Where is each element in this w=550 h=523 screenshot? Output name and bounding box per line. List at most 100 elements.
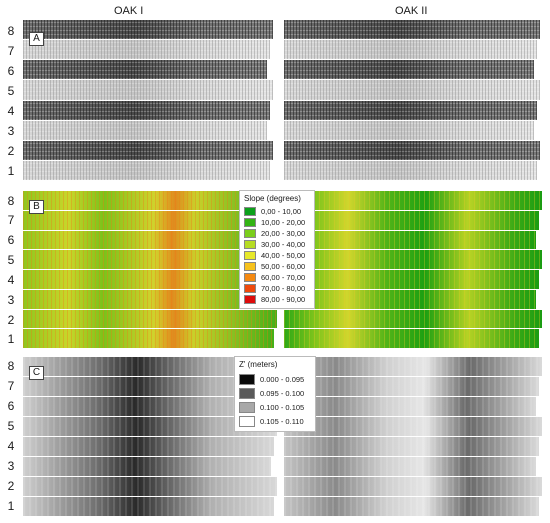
legend-item: 60,00 - 70,00 (244, 272, 310, 283)
row-label: 2 (7, 144, 15, 158)
scan-strip (284, 357, 542, 376)
legend-swatch (239, 373, 255, 385)
row-label: 4 (7, 273, 15, 287)
scan-strip (284, 40, 537, 60)
legend-item: 30,00 - 40,00 (244, 239, 310, 250)
legend-swatch (244, 284, 256, 293)
row-label: 2 (7, 313, 15, 327)
legend-swatch (244, 273, 256, 282)
scan-strip (284, 417, 542, 436)
panel-label: B (29, 200, 44, 214)
scan-strip (284, 377, 539, 396)
row-label: 3 (7, 124, 15, 138)
scan-strip (284, 397, 536, 416)
legend-swatch (244, 240, 256, 249)
panel-label: A (29, 32, 44, 46)
column-title-oak-1: OAK I (114, 5, 144, 17)
legend-label: 40,00 - 50,00 (261, 251, 306, 260)
scan-strip (23, 140, 273, 160)
scan-strip (23, 417, 277, 436)
legend-item: 0,00 - 10,00 (244, 206, 310, 217)
scan-strip (284, 497, 539, 516)
scan-strip (284, 309, 542, 329)
legend-swatch (244, 251, 256, 260)
scan-strip (284, 210, 539, 230)
scan-strip (23, 357, 277, 376)
legend-label: 70,00 - 80,00 (261, 284, 306, 293)
legend-title: Slope (degrees) (244, 194, 301, 203)
legend-label: 30,00 - 40,00 (261, 240, 306, 249)
scan-strip (23, 270, 274, 289)
row-label: 7 (7, 44, 15, 58)
legend-title: Z' (meters) (239, 360, 278, 369)
scan-strip (23, 289, 271, 309)
row-label: 2 (7, 479, 15, 493)
legend-swatch (239, 401, 255, 413)
legend-swatch (244, 229, 256, 238)
scan-strip (284, 80, 540, 100)
row-label: 8 (7, 194, 15, 208)
panel-c: C 8 7 6 5 4 3 2 1 Z' (meters) 0.000 - 0.… (0, 354, 550, 520)
row-label: 5 (7, 84, 15, 98)
scan-strip (23, 100, 270, 120)
scan-strip (23, 60, 267, 80)
slope-legend: Slope (degrees) 0,00 - 10,00 10,00 - 20,0… (239, 190, 315, 309)
row-label: 4 (7, 104, 15, 118)
scan-strip (284, 230, 536, 250)
scan-strip (284, 120, 534, 140)
row-label: 8 (7, 359, 15, 373)
scan-strip (23, 397, 271, 416)
legend-label: 0.000 - 0.095 (260, 374, 305, 384)
panel-label: C (29, 366, 44, 380)
scan-strip (23, 250, 277, 269)
row-label: 7 (7, 213, 15, 227)
scan-strip (23, 457, 271, 476)
scan-strip (23, 377, 274, 396)
legend-item: 80,00 - 90,00 (244, 294, 310, 305)
panel-b: B 8 7 6 5 4 3 2 1 Slope (degrees) 0,00 -… (0, 188, 550, 352)
legend-label: 20,00 - 30,00 (261, 229, 306, 238)
row-label: 6 (7, 399, 15, 413)
legend-item: 20,00 - 30,00 (244, 228, 310, 239)
legend-item: 0.000 - 0.095 (239, 372, 311, 386)
legend-label: 0.100 - 0.105 (260, 402, 305, 412)
legend-items: 0.000 - 0.095 0.095 - 0.100 0.100 - 0.105 0… (239, 372, 311, 428)
panel-a: A 8 7 6 5 4 3 2 1 (0, 18, 550, 184)
scan-strip (23, 120, 267, 140)
row-label: 7 (7, 379, 15, 393)
legend-label: 0,00 - 10,00 (261, 207, 302, 216)
row-label: 1 (7, 499, 15, 513)
panel-c-strips-oak-1 (23, 357, 277, 517)
scan-strip (23, 20, 273, 40)
legend-label: 0.095 - 0.100 (260, 388, 305, 398)
legend-item: 50,00 - 60,00 (244, 261, 310, 272)
scan-strip (23, 477, 277, 496)
legend-label: 80,00 - 90,00 (261, 295, 306, 304)
scan-strip (23, 191, 277, 210)
scan-strip (23, 497, 274, 516)
scan-strip (284, 329, 539, 348)
legend-item: 70,00 - 80,00 (244, 283, 310, 294)
scan-strip (284, 477, 542, 496)
panel-c-strips-oak-2 (284, 357, 542, 517)
scan-strip (23, 160, 270, 180)
legend-item: 40,00 - 50,00 (244, 250, 310, 261)
legend-item: 0.100 - 0.105 (239, 400, 311, 414)
row-label: 5 (7, 419, 15, 433)
row-label: 6 (7, 64, 15, 78)
row-label: 3 (7, 459, 15, 473)
legend-item: 0.105 - 0.110 (239, 414, 311, 428)
panel-a-strips-oak-1 (23, 20, 273, 181)
legend-label: 60,00 - 70,00 (261, 273, 306, 282)
legend-swatch (239, 415, 255, 427)
legend-item: 0.095 - 0.100 (239, 386, 311, 400)
scan-strip (284, 140, 540, 160)
scan-strip (284, 191, 542, 210)
row-label: 3 (7, 293, 15, 307)
scan-strip (23, 40, 270, 60)
scan-strip (284, 250, 542, 269)
legend-item: 10,00 - 20,00 (244, 217, 310, 228)
column-title-oak-2: OAK II (395, 5, 428, 17)
row-label: 5 (7, 253, 15, 267)
scan-strip (284, 160, 537, 180)
